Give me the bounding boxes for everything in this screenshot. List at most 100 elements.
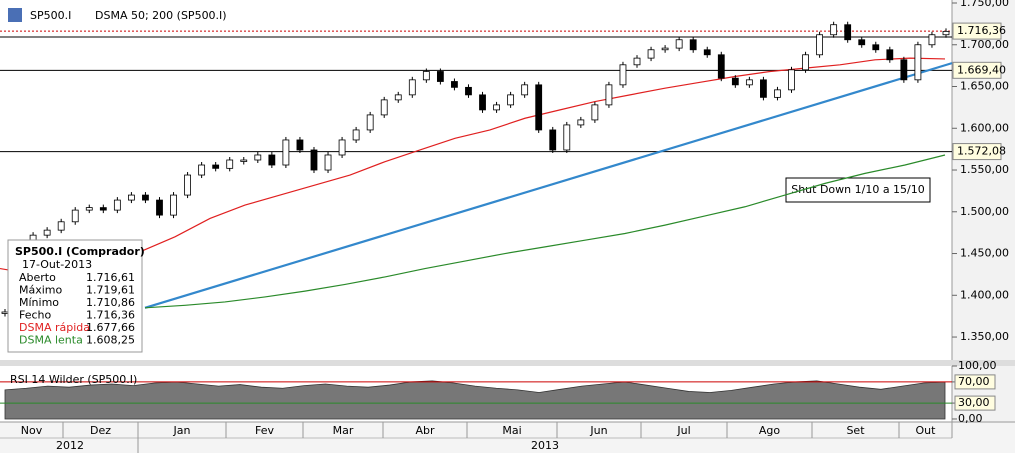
info-box: SP500.I (Comprador) 17-Out-2013 Aberto 1.… <box>7 239 145 353</box>
candle <box>1 311 9 314</box>
candle <box>493 104 500 111</box>
info-box-frame <box>7 239 143 353</box>
candle <box>788 69 795 91</box>
rsi-area <box>4 380 946 420</box>
month-label: Ago <box>759 424 781 437</box>
candle <box>816 34 823 56</box>
candle <box>605 84 613 106</box>
price-level-label: 1.669,40 <box>957 63 1006 76</box>
y-tick-label: 1.600,00 <box>960 121 1009 134</box>
month-label: Jul <box>676 424 690 437</box>
candle <box>113 199 121 211</box>
candle <box>703 49 711 56</box>
info-date: 17-Out-2013 <box>22 258 92 271</box>
candle <box>745 79 753 86</box>
candle <box>394 94 402 101</box>
candle <box>240 159 248 162</box>
candle <box>226 159 234 169</box>
y-tick-label: 1.750,00 <box>960 0 1009 9</box>
month-label: Jan <box>173 424 191 437</box>
candle <box>99 207 107 211</box>
candle <box>254 154 262 161</box>
candle <box>858 39 866 46</box>
info-key: Fecho <box>19 309 52 322</box>
y-tick-label: 30,00 <box>958 396 990 409</box>
rsi-title: RSI 14 Wilder (SP500.I) <box>10 373 137 386</box>
symbol-icon[interactable] <box>8 8 22 22</box>
price-level-box <box>952 22 1002 40</box>
y-tick-label: 0,00 <box>958 412 983 425</box>
year-label: 2013 <box>531 439 559 452</box>
candle <box>268 154 276 166</box>
candle <box>451 81 458 88</box>
candle <box>774 89 781 98</box>
candle <box>872 44 880 51</box>
y-tick-label: 1.450,00 <box>960 247 1009 260</box>
month-label: Abr <box>415 424 435 437</box>
trendline <box>144 62 953 309</box>
candle <box>282 139 290 166</box>
rsi-level-box <box>954 374 996 390</box>
candle <box>521 84 529 96</box>
candle <box>689 39 697 51</box>
month-label: Nov <box>21 424 43 437</box>
indicator-label[interactable]: DSMA 50; 200 (SP500.I) <box>95 9 227 22</box>
candle <box>366 114 374 131</box>
candle <box>802 54 809 71</box>
candle <box>338 139 346 156</box>
y-tick-label: 1.650,00 <box>960 80 1009 93</box>
month-label: Out <box>916 424 937 437</box>
candle <box>563 124 571 151</box>
candle <box>928 34 936 46</box>
candle <box>198 164 206 176</box>
candle <box>436 71 444 82</box>
candle <box>535 84 543 131</box>
info-key: DSMA rápida <box>19 321 90 334</box>
candle <box>900 59 908 81</box>
y-tick-label: 1.550,00 <box>960 163 1009 176</box>
y-tick-label: 1.400,00 <box>960 288 1009 301</box>
info-value: 1.677,66 <box>86 321 135 334</box>
candle <box>675 39 683 49</box>
candle <box>408 79 416 96</box>
candle <box>310 149 318 171</box>
candle <box>479 94 486 111</box>
candle <box>324 154 332 171</box>
splitter <box>0 360 1015 366</box>
ma-line <box>0 57 946 276</box>
y-tick-label: 100,00 <box>958 359 997 372</box>
candle <box>507 94 515 106</box>
candle <box>619 64 627 86</box>
annotation-box <box>785 177 931 203</box>
month-label: Mai <box>502 424 521 437</box>
candle <box>633 57 641 66</box>
candle <box>184 174 191 196</box>
candle <box>647 49 655 59</box>
price-level-label: 1.716,36 <box>957 24 1006 37</box>
price-level-box <box>952 143 1002 161</box>
y-tick-label: 1.350,00 <box>960 330 1009 343</box>
y-tick-label: 1.500,00 <box>960 205 1009 218</box>
info-key: Máximo <box>19 284 63 297</box>
candle <box>731 77 739 86</box>
candle <box>661 47 669 51</box>
candle <box>352 129 360 141</box>
candle <box>57 221 65 231</box>
info-key: Aberto <box>19 271 56 284</box>
info-value: 1.710,86 <box>86 296 135 309</box>
candle <box>886 49 894 61</box>
candle <box>296 139 304 151</box>
month-label: Jun <box>589 424 607 437</box>
year-label: 2012 <box>56 439 84 452</box>
candle <box>212 164 220 169</box>
ma-line <box>144 154 946 309</box>
candle <box>128 194 135 201</box>
symbol-label[interactable]: SP500.I <box>30 9 71 22</box>
candle <box>465 86 472 96</box>
info-value: 1.608,25 <box>86 334 135 347</box>
candle <box>830 24 838 36</box>
info-key: DSMA lenta <box>19 334 83 347</box>
y-tick-label: 70,00 <box>958 375 990 388</box>
